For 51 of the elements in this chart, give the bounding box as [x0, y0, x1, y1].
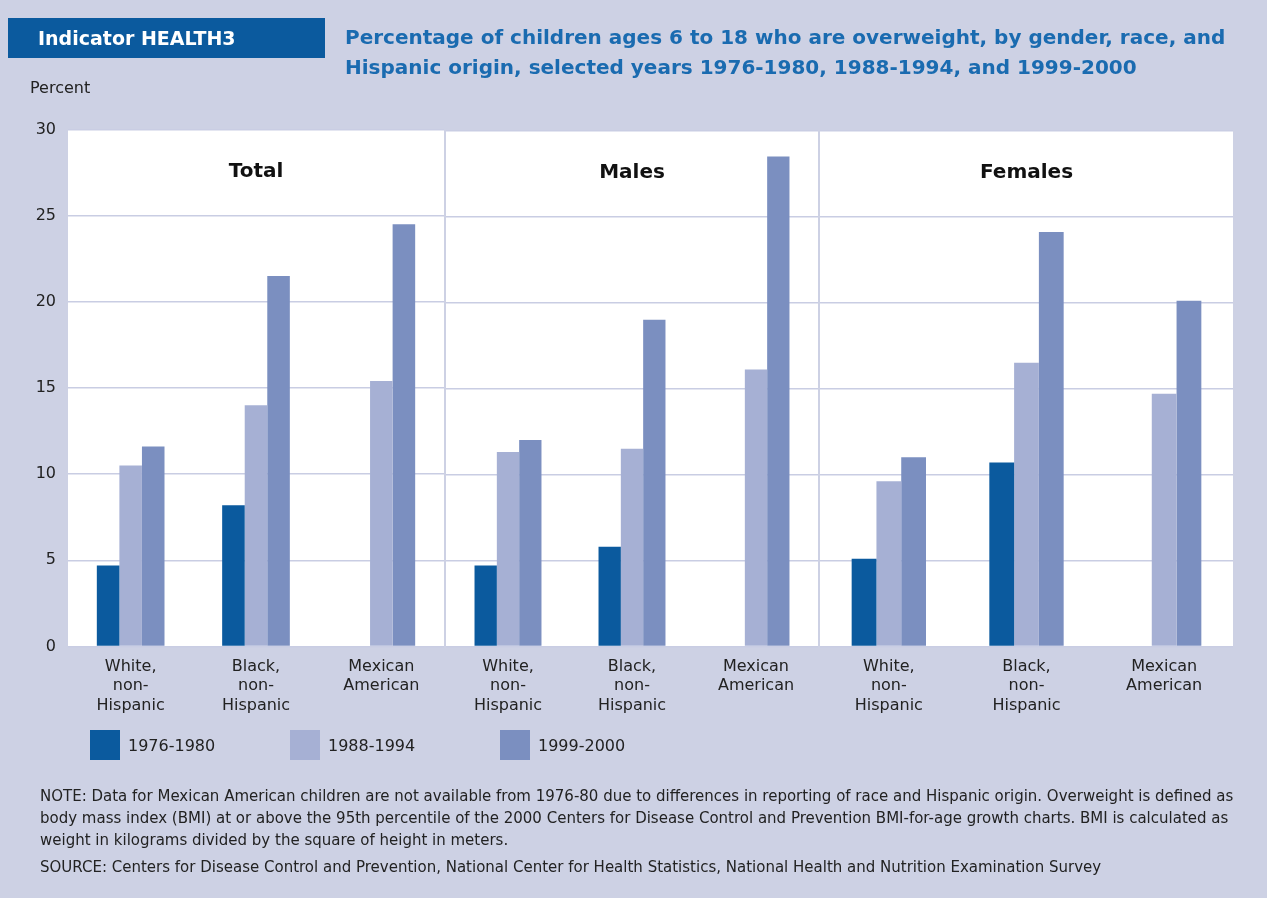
- y-tick-label: 15: [35, 377, 56, 397]
- bar: [643, 319, 666, 646]
- y-tick-label: 0: [45, 635, 56, 655]
- y-tick-label: 20: [35, 291, 56, 311]
- bar: [901, 457, 926, 646]
- bar: [851, 558, 877, 646]
- y-axis-title: Percent: [30, 78, 91, 97]
- x-tick-label: Black, non-Hispanic: [221, 656, 291, 714]
- bar: [392, 224, 416, 646]
- bar: [519, 440, 542, 646]
- legend-label: 1976-1980: [128, 735, 216, 755]
- x-tick-label: Mexican American: [717, 656, 795, 695]
- y-tick-label: 25: [35, 204, 56, 224]
- legend-label: 1988-1994: [328, 735, 416, 755]
- bar: [496, 452, 520, 646]
- bar: [141, 446, 165, 646]
- x-tick-label: Black, non-Hispanic: [992, 656, 1061, 714]
- bar: [1014, 362, 1039, 646]
- bar: [767, 156, 790, 646]
- x-tick-label: Mexican American: [343, 656, 420, 695]
- bar: [267, 276, 290, 646]
- text: Females: [979, 158, 1074, 183]
- text: Indicator HEALTH3: [8, 18, 325, 58]
- bar: [1038, 232, 1064, 646]
- bar: [1151, 393, 1177, 646]
- bar: [474, 565, 497, 646]
- text: Total: [228, 157, 284, 182]
- y-tick-label: 5: [45, 549, 56, 569]
- bar: [598, 546, 621, 646]
- text: NOTE: Data for Mexican American children are not available from 1976-80 due to differences in reporting of race and Hispanic origin. Overweight is defined as body mass index (BMI) at or above the 95th percentile of the 2000 Centers for Disease Control and Prevention BMI-for-age growth charts. BMI is calculated as weight in kilograms divided by the square of height in meters.: [40, 786, 1235, 851]
- bar: [989, 462, 1015, 646]
- legend-label: 1999-2000: [538, 735, 626, 755]
- x-tick-label: White, non-Hispanic: [473, 656, 543, 714]
- x-tick-label: Mexican American: [1126, 656, 1203, 695]
- source-note: SOURCE: Centers for Disease Control and Prevention, National Center for Health Statistics, National Health and Nutrition Examination Survey: [40, 857, 1103, 879]
- bar: [370, 381, 393, 646]
- y-tick-label: 10: [35, 463, 56, 483]
- x-tick-label: White, non-Hispanic: [854, 656, 923, 714]
- bar: [96, 565, 120, 646]
- bar: [876, 481, 902, 646]
- bar: [244, 405, 268, 646]
- text: Males: [599, 158, 665, 183]
- bar: [620, 448, 644, 646]
- y-tick-label: 30: [35, 118, 56, 138]
- x-tick-label: Black, non-Hispanic: [597, 656, 667, 714]
- bar: [222, 505, 245, 646]
- bar: [119, 465, 142, 646]
- bar: [744, 369, 768, 646]
- bar: [1176, 300, 1202, 646]
- text: Percentage of children ages 6 to 18 who are overweight, by gender, race, and Hispanic origin, selected years 1976-1980, 1988-1994, and 1999-2000: [345, 24, 1227, 81]
- x-tick-label: White, non-Hispanic: [96, 656, 165, 714]
